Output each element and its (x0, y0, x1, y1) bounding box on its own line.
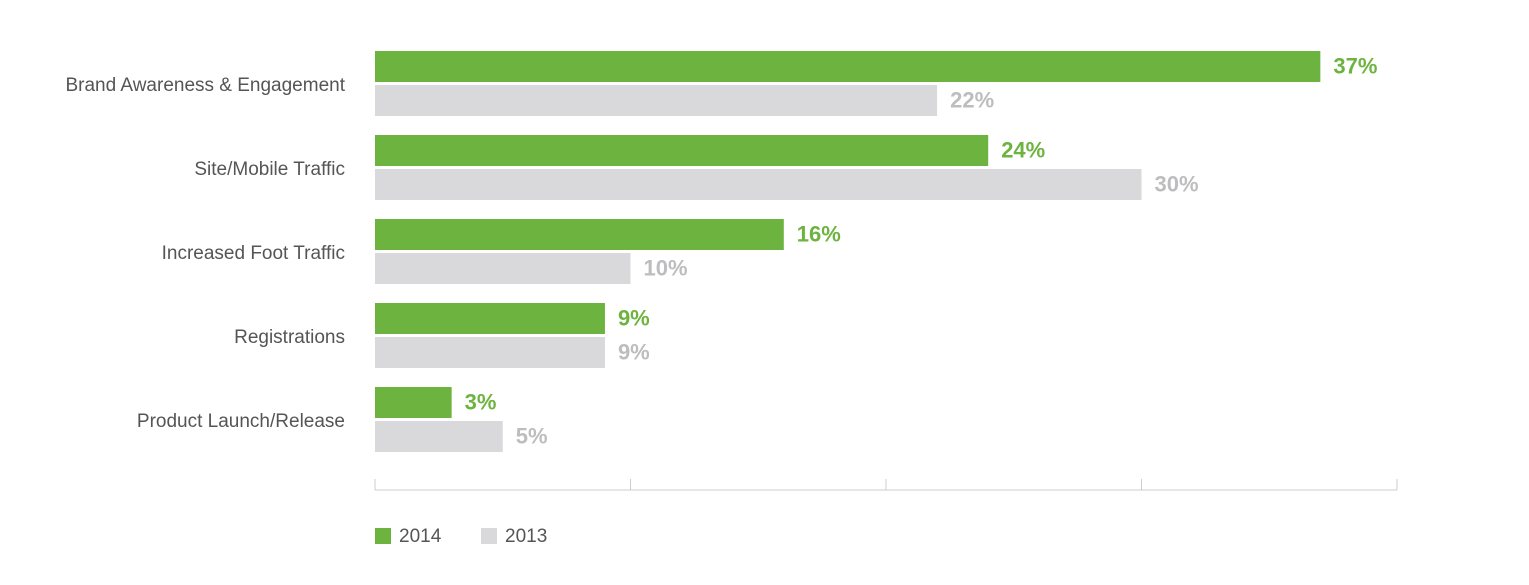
legend-swatch-2014 (375, 528, 391, 544)
value-label-2013: 5% (516, 423, 548, 448)
category-label: Increased Foot Traffic (162, 243, 345, 264)
bar-2013-2 (375, 253, 631, 284)
value-label-2014: 3% (465, 389, 497, 414)
value-label-2013: 9% (618, 339, 650, 364)
x-axis (374, 479, 1398, 491)
bar-2014-1 (375, 135, 989, 166)
legend-swatch-2013 (481, 528, 497, 544)
category-label: Registrations (234, 327, 345, 348)
value-label-2014: 16% (797, 221, 841, 246)
value-label-2014: 37% (1333, 53, 1377, 78)
bar-2013-1 (375, 169, 1142, 200)
value-labels: 37% 22% 24% 30% 16% 10% 9% 9% 3% 5% (465, 53, 1378, 448)
bar-2013-0 (375, 85, 938, 116)
category-labels: Brand Awareness & Engagement Site/Mobile … (65, 75, 345, 432)
legend: 2014 2013 (375, 526, 547, 547)
value-label-2013: 30% (1155, 171, 1199, 196)
category-label: Product Launch/Release (137, 411, 345, 432)
bar-2014-2 (375, 219, 784, 250)
bar-2014-0 (375, 51, 1321, 82)
legend-label-2013: 2013 (505, 526, 547, 547)
bars-group (375, 51, 1321, 452)
value-label-2013: 10% (644, 255, 688, 280)
bar-2013-4 (375, 421, 503, 452)
legend-label-2014: 2014 (399, 526, 442, 547)
bar-2014-4 (375, 387, 452, 418)
value-label-2014: 9% (618, 305, 650, 330)
category-label: Site/Mobile Traffic (194, 159, 345, 180)
value-label-2014: 24% (1001, 137, 1045, 162)
bar-2013-3 (375, 337, 605, 368)
category-label: Brand Awareness & Engagement (65, 75, 345, 96)
bar-2014-3 (375, 303, 605, 334)
value-label-2013: 22% (950, 87, 994, 112)
